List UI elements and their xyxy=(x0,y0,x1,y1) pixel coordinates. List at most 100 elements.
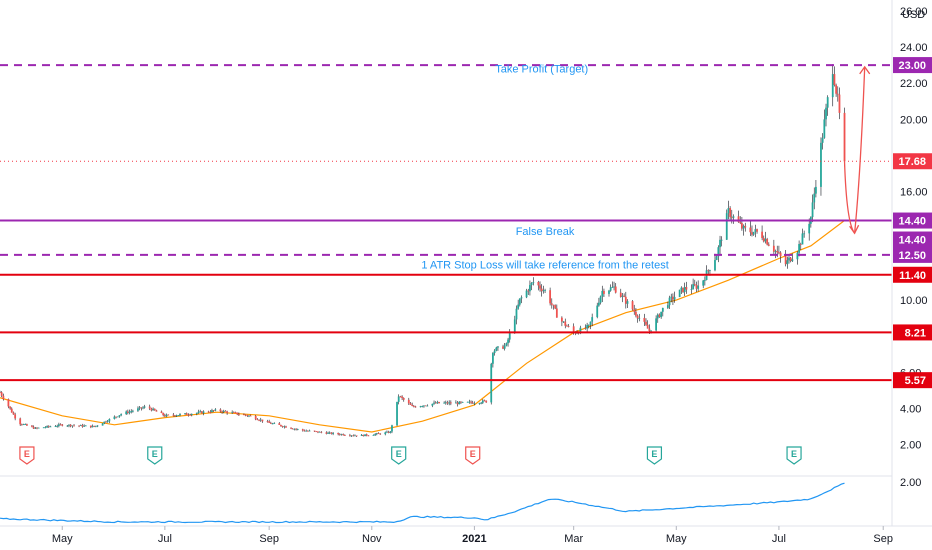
candle-down xyxy=(349,435,351,437)
candle-up xyxy=(678,289,681,297)
candle-up xyxy=(680,287,683,290)
candle-up xyxy=(389,431,392,433)
candle-up xyxy=(638,317,641,319)
candle-up xyxy=(44,427,47,429)
candle-down xyxy=(212,410,215,412)
candle-up xyxy=(478,403,481,405)
candle-down xyxy=(411,404,414,406)
level-badge xyxy=(893,266,932,283)
candle-down xyxy=(115,416,117,418)
candle-up xyxy=(803,233,806,235)
candle-up xyxy=(589,321,592,325)
candle-up xyxy=(719,239,721,248)
candle-down xyxy=(739,222,742,224)
candle-down xyxy=(833,74,836,86)
candle-down xyxy=(254,415,257,420)
candle-up xyxy=(273,423,276,425)
earnings-icon[interactable]: E xyxy=(19,446,35,465)
candle-down xyxy=(434,402,437,404)
price-badges: 23.00 14.40 14.40 12.50 11.40 8.21 5.57 17.68 xyxy=(893,57,932,389)
level-badge-label: 5.57 xyxy=(905,375,926,387)
level-badge xyxy=(893,57,932,74)
candle-down xyxy=(281,426,284,427)
candle-up xyxy=(57,424,60,426)
candle-down xyxy=(14,414,17,419)
candle-down xyxy=(749,227,752,233)
levels-layer xyxy=(0,64,892,382)
candle-down xyxy=(185,413,188,415)
candle-up xyxy=(579,327,582,334)
candle-down xyxy=(682,287,684,292)
candle-down xyxy=(483,400,486,402)
candle-down xyxy=(470,401,472,403)
time-axis[interactable]: May Jul Sep Nov 2021 Mar May Jul Sep xyxy=(52,526,893,545)
candle-down xyxy=(150,408,153,411)
candle-up xyxy=(391,425,393,432)
candle-down xyxy=(672,296,674,300)
time-tick-label: May xyxy=(666,533,687,545)
candle-down xyxy=(7,399,10,407)
candle-up xyxy=(764,238,767,242)
time-tick-label: Sep xyxy=(873,533,893,545)
candle-down xyxy=(564,321,567,326)
candle-up xyxy=(826,97,829,108)
candle-up xyxy=(137,408,139,411)
candle-up xyxy=(490,363,493,403)
candle-down xyxy=(280,424,282,427)
candle-down xyxy=(485,400,488,403)
candle-up xyxy=(796,252,799,260)
candle-down xyxy=(707,270,710,272)
earnings-badge-letter: E xyxy=(396,449,402,459)
candle-down xyxy=(224,410,227,412)
candle-up xyxy=(786,260,789,265)
candle-up xyxy=(473,403,476,405)
time-tick-label: Mar xyxy=(564,533,583,545)
price-tick-label: 16.00 xyxy=(900,187,928,199)
candle-down xyxy=(232,412,235,414)
candle-down xyxy=(540,288,543,292)
candle-down xyxy=(377,433,380,435)
candle-up xyxy=(327,432,329,434)
price-tick-label: 24.00 xyxy=(900,42,928,54)
earnings-badge-letter: E xyxy=(24,449,30,459)
earnings-icon[interactable]: E xyxy=(465,446,481,465)
candle-down xyxy=(552,304,555,306)
earnings-icon[interactable]: E xyxy=(147,446,163,465)
candle-up xyxy=(461,401,464,403)
candle-down xyxy=(471,402,474,404)
candle-up xyxy=(364,434,366,437)
candle-down xyxy=(330,432,333,434)
earnings-icon[interactable]: E xyxy=(646,446,663,465)
candle-up xyxy=(24,424,27,425)
candle-up xyxy=(42,427,45,429)
candle-up xyxy=(788,257,790,261)
candle-down xyxy=(172,414,175,416)
earnings-icon[interactable]: E xyxy=(391,446,407,465)
currency-label: USD xyxy=(902,9,925,21)
candle-up xyxy=(517,304,520,309)
candle-down xyxy=(342,434,345,436)
candle-up xyxy=(808,223,811,234)
candle-down xyxy=(355,435,358,437)
candle-up xyxy=(587,324,590,326)
candle-up xyxy=(518,298,521,305)
candle-up xyxy=(598,302,600,306)
candle-up xyxy=(436,401,439,404)
arrowhead-up xyxy=(859,65,871,75)
candle-up xyxy=(340,434,343,435)
candle-up xyxy=(727,208,730,214)
candle-up xyxy=(668,297,671,306)
candle-down xyxy=(162,413,165,416)
candle-up xyxy=(626,301,629,304)
candle-up xyxy=(293,428,296,430)
earnings-icon[interactable]: E xyxy=(786,446,802,465)
candle-up xyxy=(798,244,800,253)
candle-down xyxy=(261,419,264,422)
candle-down xyxy=(740,223,743,229)
candle-down xyxy=(502,346,504,349)
candle-down xyxy=(409,403,412,405)
price-tick-label: 22.00 xyxy=(900,78,928,90)
candle-up xyxy=(609,287,612,291)
candle-down xyxy=(379,433,382,435)
